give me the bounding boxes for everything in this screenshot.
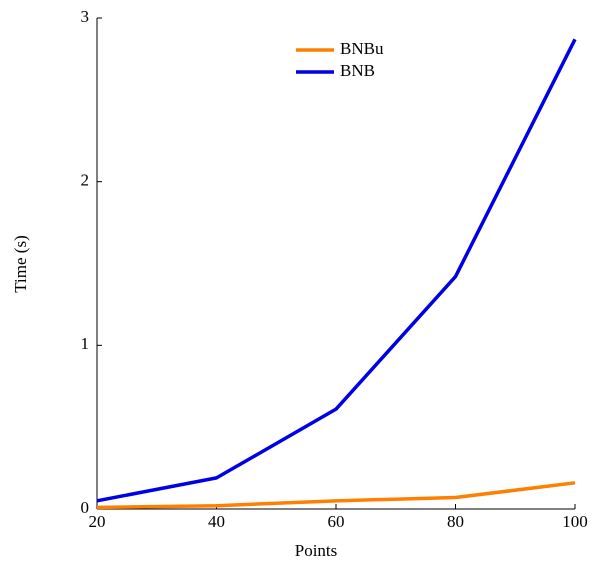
y-tick-label: 0 <box>81 498 90 517</box>
x-tick-label: 60 <box>328 512 345 531</box>
y-tick-label: 2 <box>81 171 90 190</box>
y-tick-label: 1 <box>81 334 90 353</box>
x-tick-label: 20 <box>89 512 106 531</box>
y-tick-label: 3 <box>81 7 90 26</box>
y-axis-label: Time (s) <box>11 235 30 292</box>
x-axis-label: Points <box>295 541 338 560</box>
x-tick-label: 40 <box>208 512 225 531</box>
series-line <box>96 481 576 510</box>
series-line <box>96 38 577 503</box>
x-tick-label: 100 <box>562 512 588 531</box>
legend-label: BNB <box>340 61 375 80</box>
x-tick-label: 80 <box>447 512 464 531</box>
legend-label: BNBu <box>340 39 384 58</box>
